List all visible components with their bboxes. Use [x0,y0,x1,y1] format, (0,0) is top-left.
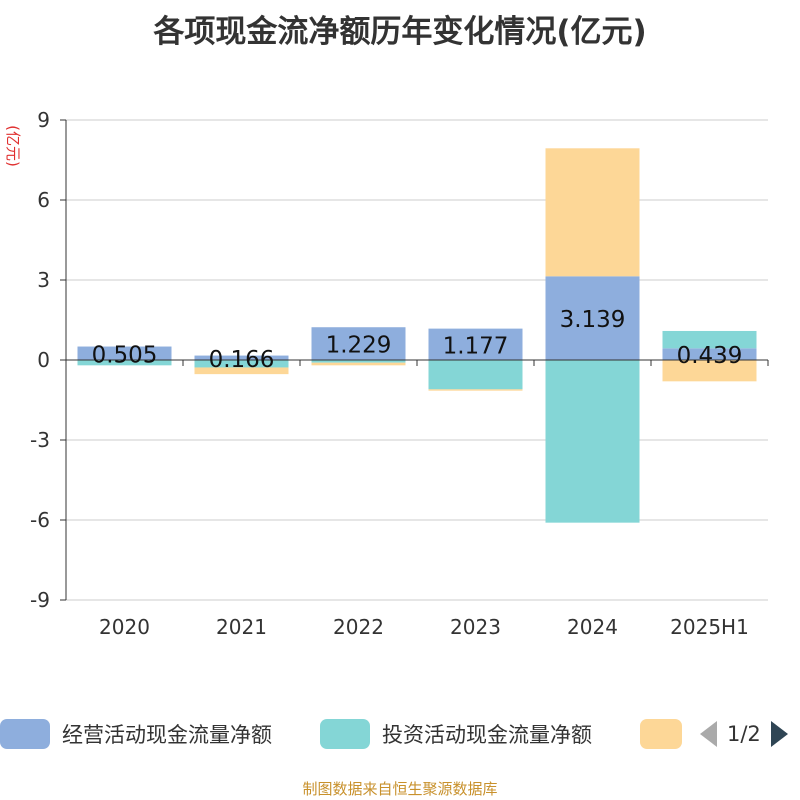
legend-pager: 1/2 [700,714,788,754]
bar-segment-s0-2020 [77,346,172,360]
chevron-left-icon[interactable] [700,721,717,747]
x-tick-label: 2025H1 [670,615,749,639]
bar-segment-s1-2024 [545,360,640,523]
x-tick-label: 2022 [333,615,384,639]
data-label: 1.177 [443,333,509,359]
axes: 9 6 3 0 -3 -6 -9 2020 2021 2022 2023 2024 2025H1 [30,108,769,639]
stacked-bar-chart: 9 6 3 0 -3 -6 -9 2020 2021 2022 2023 2024 2025H1 0.5… [4,108,769,639]
bar-segment-s1-2025H1 [662,330,757,349]
bar-segment-s0-2023 [428,328,523,360]
data-label: 0.505 [92,342,158,368]
bar-segment-s1-2020 [77,360,172,366]
x-tick-label: 2021 [216,615,267,639]
data-label: 0.439 [677,343,743,369]
bar-segment-s2-2025H1 [662,360,757,382]
chevron-right-icon[interactable] [770,721,788,747]
legend-swatch-operating [0,719,50,749]
legend-item-financing[interactable] [640,714,682,754]
legend-label-operating: 经营活动现金流量净额 [62,723,272,747]
legend-item-operating[interactable]: 经营活动现金流量净额 [0,714,272,754]
bar-segment-s1-2022 [311,360,406,363]
bars [77,148,757,523]
bar-segment-s1-2023 [428,360,523,390]
data-label: 3.139 [560,307,626,333]
y-tick-label: 3 [37,268,50,292]
legend-label-investing: 投资活动现金流量净额 [382,723,592,747]
y-tick-label: -3 [30,428,50,452]
bar-segment-s0-2022 [311,327,406,360]
chart-title: 各项现金流净额历年变化情况(亿元) [153,14,647,50]
bar-segment-s2-2022 [311,362,406,366]
x-tick-label: 2020 [99,615,150,639]
bar-segment-s0-2024 [545,276,640,360]
y-tick-label: -6 [30,508,50,532]
y-tick-label: 9 [37,108,50,132]
bar-segment-s0-2025H1 [662,348,757,360]
data-label: 0.166 [209,347,275,373]
bar-segment-s1-2021 [194,360,289,368]
bar-segment-s2-2024 [545,148,640,277]
legend-swatch-financing [640,719,682,749]
bar-segment-s2-2021 [194,367,289,375]
source-note: 制图数据来自恒生聚源数据库 [302,780,498,798]
y-tick-label: 6 [37,188,50,212]
y-axis-label: (亿元) [4,125,22,167]
x-tick-label: 2023 [450,615,501,639]
bar-segment-s0-2021 [194,355,289,360]
legend-item-investing[interactable]: 投资活动现金流量净额 [320,714,592,754]
bar-segment-s2-2023 [428,389,523,391]
legend: 经营活动现金流量净额 投资活动现金流量净额 1/2 [0,714,800,754]
data-label: 1.229 [326,333,392,359]
x-tick-label: 2024 [567,615,618,639]
y-tick-label: -9 [30,588,50,612]
legend-swatch-investing [320,719,370,749]
y-tick-label: 0 [37,348,50,372]
legend-page-indicator: 1/2 [727,722,761,746]
data-labels: 0.505 0.166 1.229 1.177 3.139 0.439 [92,307,743,373]
